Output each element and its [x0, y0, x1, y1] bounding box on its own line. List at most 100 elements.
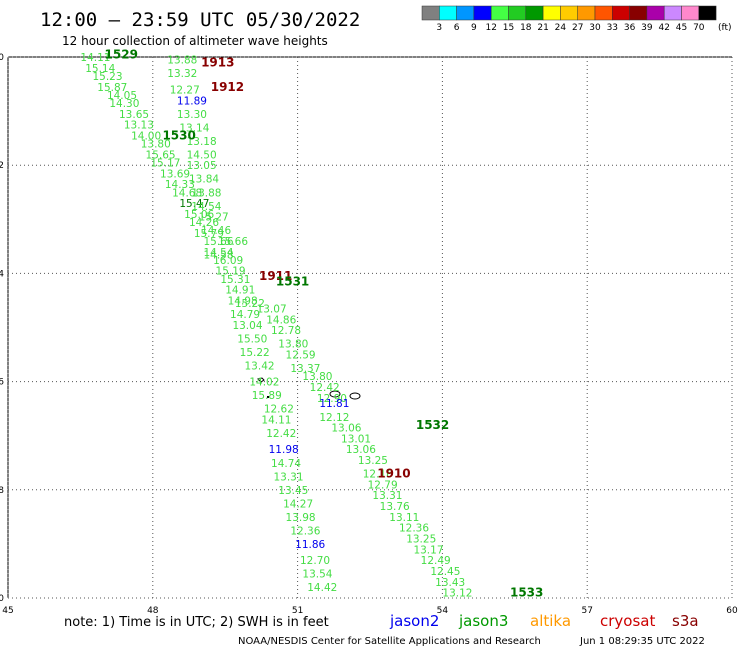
x-tick-label: 48	[147, 606, 159, 616]
swh-value-label: 13.88	[167, 55, 197, 67]
colorbar-swatch	[490, 5, 509, 21]
chart-subtitle: 12 hour collection of altimeter wave hei…	[62, 34, 328, 48]
swh-value-label: 14.50	[187, 149, 217, 161]
swh-value-label: 13.98	[286, 512, 316, 524]
colorbar-swatch	[421, 5, 440, 21]
colorbar-swatch	[629, 5, 648, 21]
swh-value-label: 14.42	[307, 582, 337, 594]
pass-time-label: 1531	[276, 275, 309, 289]
axis-tick-labels: 45 48 51 54 57 60 -40 -42 -44 -46 -48 -50	[0, 53, 738, 616]
colorbar-tick-label: 27	[572, 23, 583, 33]
swh-value-label: 13.37	[290, 363, 320, 375]
swh-value-label: 12.42	[310, 382, 340, 394]
colorbar-tick-label: 9	[471, 23, 477, 33]
x-tick-label: 60	[726, 606, 738, 616]
colorbar-tick-label: 15	[503, 23, 514, 33]
satellite-legend-altika: altika	[530, 612, 571, 630]
y-tick-label: -44	[0, 269, 4, 279]
swh-value-label: 14.54	[203, 247, 233, 259]
swh-value-label: 14.58	[203, 249, 233, 261]
swh-value-label: 13.84	[189, 174, 219, 186]
swh-value-label: 13.32	[167, 68, 197, 80]
colorbar-swatch	[525, 5, 544, 21]
colorbar-tick-label: 21	[537, 23, 548, 33]
footer-note: note: 1) Time is in UTC; 2) SWH is in fe…	[64, 615, 329, 630]
swh-value-label: 15.79	[194, 228, 224, 240]
swh-value-label: 15.14	[85, 63, 115, 75]
swh-value-label: 14.05	[107, 90, 137, 102]
swh-value-label: 13.06	[346, 444, 376, 456]
swh-value-label: 13.18	[187, 136, 217, 148]
colorbar-swatch	[594, 5, 613, 21]
island-shape	[329, 390, 341, 398]
x-tick-label: 54	[437, 606, 449, 616]
swh-value-label: 13.80	[302, 371, 332, 383]
colorbar-swatch	[560, 5, 578, 21]
swh-value-label: 13.43	[435, 577, 465, 589]
swh-value-label: 13.31	[372, 490, 402, 502]
swh-value-label: 11.86	[295, 539, 325, 551]
swh-value-label: 13.25	[358, 455, 388, 467]
swh-value-label: 13.80	[141, 139, 171, 151]
pass-time-label: 1529	[105, 47, 138, 61]
swh-value-label: 13.12	[442, 588, 472, 600]
swh-value-label: 13.14	[179, 122, 209, 134]
swh-value-label: 11.89	[177, 95, 207, 107]
colorbar-tick-label: 45	[676, 23, 687, 33]
swh-value-label: 13.05	[187, 160, 217, 172]
y-tick-label: -48	[0, 486, 4, 496]
swh-value-label: 15.31	[220, 274, 250, 286]
swh-value-label: 13.13	[124, 120, 154, 132]
swh-value-label: 14.54	[191, 201, 221, 213]
satellite-legend-cryosat: cryosat	[600, 612, 655, 630]
swh-value-label: 12.27	[170, 84, 200, 96]
swh-value-label: 15.17	[150, 157, 180, 169]
colorbar-tick-label: 36	[624, 23, 636, 33]
colorbar-tick-label: 42	[658, 23, 669, 33]
swh-value-label: 14.98	[228, 295, 258, 307]
swh-value-label: 13.01	[341, 433, 371, 445]
colorbar-tick-label: 39	[641, 23, 653, 33]
swh-value-label: 15.23	[92, 71, 122, 83]
swh-value-label: 15.87	[97, 82, 127, 94]
pass-time-label: 1533	[510, 586, 543, 600]
swh-value-label: 12.90	[317, 393, 347, 405]
swh-value-label: 14.79	[230, 309, 260, 321]
swh-value-label: 12.16	[363, 469, 393, 481]
swh-value-label: 11.98	[269, 444, 299, 456]
swh-value-label: 12.45	[430, 566, 460, 578]
colorbar-tick-label: 33	[607, 23, 618, 33]
swh-value-label: 15.19	[216, 266, 246, 278]
colorbar-swatch	[663, 5, 682, 21]
swh-value-label: 13.80	[278, 339, 308, 351]
swh-value-label: 13.65	[119, 109, 149, 121]
swh-value-label: 14.30	[109, 98, 139, 110]
swh-value-label: 12.79	[368, 479, 398, 491]
swh-value-label: 14.86	[266, 314, 296, 326]
satellite-legend: jason2 jason3 altika cryosat s3a	[389, 612, 699, 630]
swh-value-label: 15.47	[179, 198, 209, 210]
swh-value-label: 14.02	[249, 377, 279, 389]
swh-value-label: 14.00	[131, 130, 161, 142]
swh-value-label: 14.11	[80, 52, 110, 64]
y-tick-label: -42	[0, 161, 4, 171]
pass-time-label: 1532	[416, 418, 449, 432]
swh-value-label: 13.88	[191, 187, 221, 199]
y-tick-label: -40	[0, 53, 4, 63]
swh-value-label: 15.27	[199, 212, 229, 224]
swh-value-label: 15.22	[235, 298, 265, 310]
swh-value-label: 15.65	[146, 149, 176, 161]
colorbar-tick-label: 24	[555, 23, 567, 33]
pass-time-label: 1910	[377, 467, 410, 481]
colorbar-tick-label: 6	[454, 23, 460, 33]
colorbar-tick-label: 70	[693, 23, 705, 33]
swh-value-label: 13.25	[406, 533, 436, 545]
swh-value-label: 15.66	[218, 236, 248, 248]
colorbar-tick-label: 3	[436, 23, 442, 33]
swh-value-label: 15.89	[252, 390, 282, 402]
colorbar-tick-label: 12	[485, 23, 496, 33]
swh-value-label: 13.11	[389, 512, 419, 524]
pass-time-label: 1912	[211, 80, 244, 94]
footer-credit: NOAA/NESDIS Center for Satellite Applica…	[238, 636, 541, 647]
